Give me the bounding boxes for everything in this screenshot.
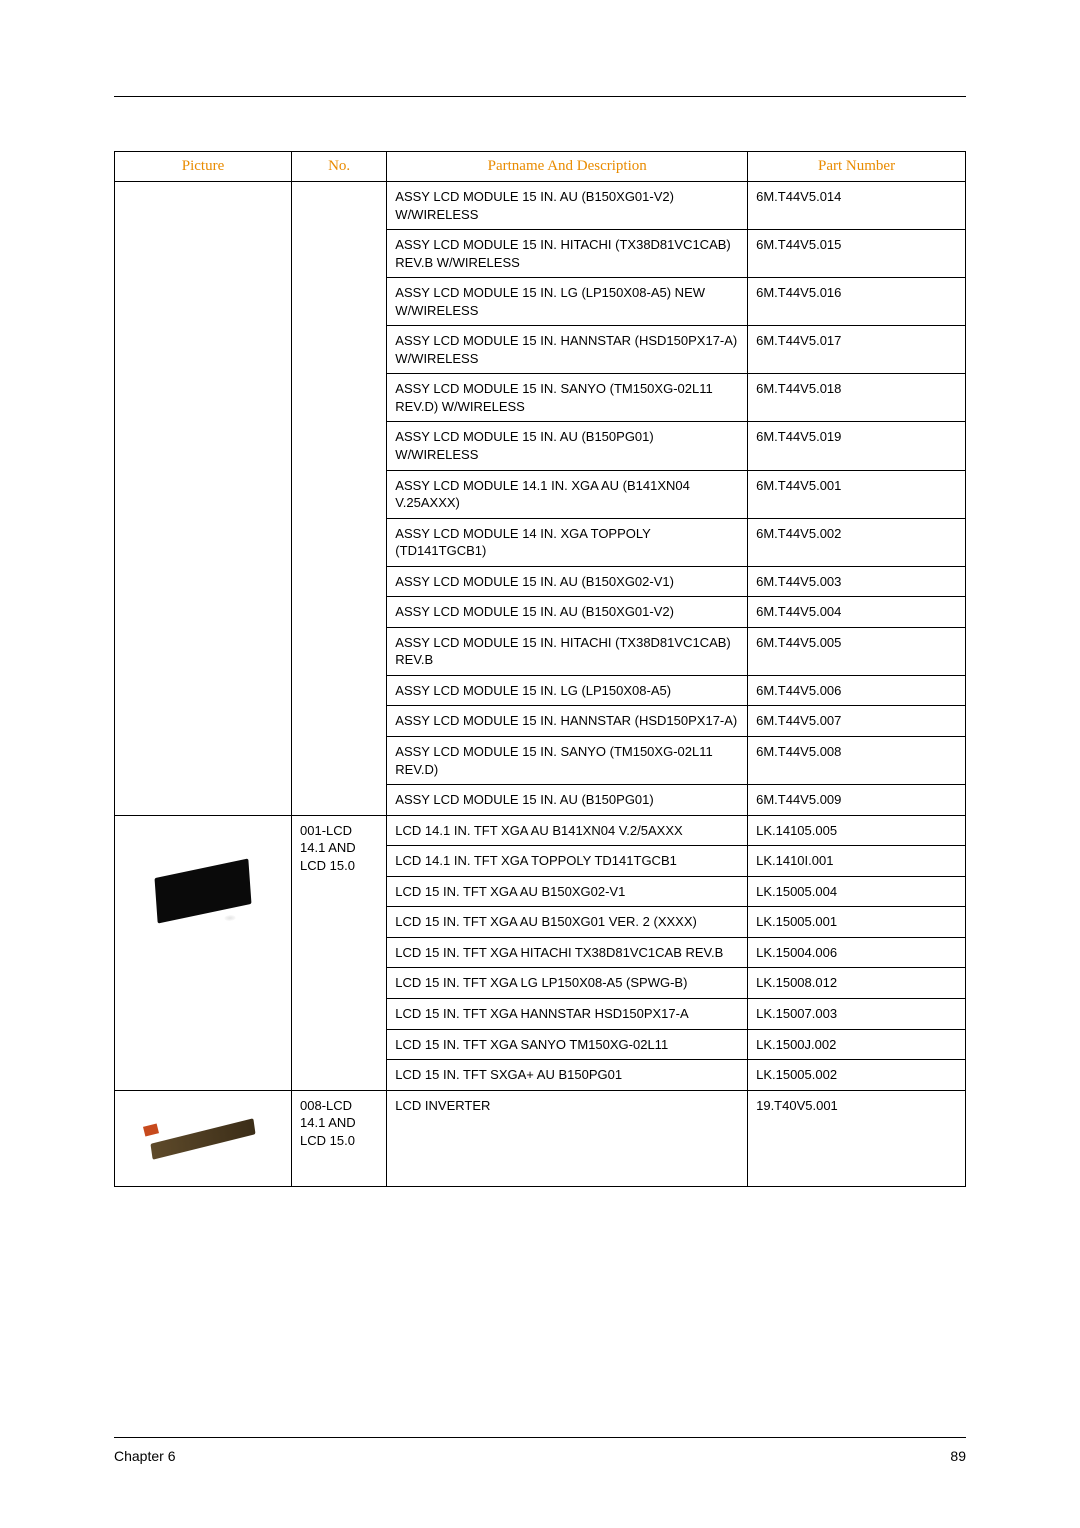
table-cell: LCD 15 IN. TFT XGA HANNSTAR HSD150PX17-A: [387, 998, 748, 1029]
table-cell: LCD 14.1 IN. TFT XGA TOPPOLY TD141TGCB1: [387, 846, 748, 877]
table-cell: 6M.T44V5.016: [748, 278, 966, 326]
table-cell: ASSY LCD MODULE 15 IN. HITACHI (TX38D81V…: [387, 627, 748, 675]
picture-cell-lcd: [115, 815, 292, 1090]
table-cell: LCD 14.1 IN. TFT XGA AU B141XN04 V.2/5AX…: [387, 815, 748, 846]
table-cell: LCD 15 IN. TFT XGA AU B150XG02-V1: [387, 876, 748, 907]
table-cell: 6M.T44V5.003: [748, 566, 966, 597]
lcd-panel-icon: [148, 860, 258, 930]
footer-page-number: 89: [950, 1448, 966, 1464]
table-cell: ASSY LCD MODULE 15 IN. LG (LP150X08-A5) …: [387, 278, 748, 326]
table-cell: 6M.T44V5.017: [748, 326, 966, 374]
table-cell: ASSY LCD MODULE 15 IN. LG (LP150X08-A5): [387, 675, 748, 706]
picture-cell-inverter: [115, 1090, 292, 1186]
table-cell: ASSY LCD MODULE 15 IN. SANYO (TM150XG-02…: [387, 374, 748, 422]
table-cell: LCD 15 IN. TFT SXGA+ AU B150PG01: [387, 1060, 748, 1091]
table-cell: LCD 15 IN. TFT XGA LG LP150X08-A5 (SPWG-…: [387, 968, 748, 999]
table-cell: 6M.T44V5.014: [748, 182, 966, 230]
table-cell: LK.15005.001: [748, 907, 966, 938]
no-cell-001: 001-LCD 14.1 AND LCD 15.0: [292, 815, 387, 1090]
table-cell: 6M.T44V5.005: [748, 627, 966, 675]
table-cell: 6M.T44V5.006: [748, 675, 966, 706]
table-cell: ASSY LCD MODULE 15 IN. AU (B150XG02-V1): [387, 566, 748, 597]
table-cell: 6M.T44V5.001: [748, 470, 966, 518]
top-rule: [114, 96, 966, 97]
table-cell: ASSY LCD MODULE 15 IN. AU (B150XG01-V2): [387, 597, 748, 628]
table-cell: LK.15005.004: [748, 876, 966, 907]
table-cell: LK.1410I.001: [748, 846, 966, 877]
table-cell: 6M.T44V5.018: [748, 374, 966, 422]
table-cell: LK.14105.005: [748, 815, 966, 846]
table-cell: ASSY LCD MODULE 15 IN. HANNSTAR (HSD150P…: [387, 326, 748, 374]
table-cell: LCD INVERTER: [387, 1090, 748, 1186]
inverter-board-icon: [144, 1125, 262, 1159]
table-cell: ASSY LCD MODULE 15 IN. HITACHI (TX38D81V…: [387, 230, 748, 278]
parts-table: Picture No. Partname And Description Par…: [114, 151, 966, 1187]
table-cell: 19.T40V5.001: [748, 1090, 966, 1186]
footer-chapter: Chapter 6: [114, 1448, 175, 1464]
table-cell: ASSY LCD MODULE 15 IN. AU (B150PG01): [387, 785, 748, 816]
footer-rule: [114, 1437, 966, 1438]
header-no: No.: [292, 152, 387, 182]
table-header-row: Picture No. Partname And Description Par…: [115, 152, 966, 182]
no-cell-empty: [292, 182, 387, 816]
table-cell: 6M.T44V5.008: [748, 737, 966, 785]
table-cell: LK.1500J.002: [748, 1029, 966, 1060]
table-cell: 6M.T44V5.004: [748, 597, 966, 628]
table-cell: ASSY LCD MODULE 15 IN. AU (B150XG01-V2) …: [387, 182, 748, 230]
table-cell: 6M.T44V5.019: [748, 422, 966, 470]
table-cell: ASSY LCD MODULE 15 IN. SANYO (TM150XG-02…: [387, 737, 748, 785]
picture-cell-empty: [115, 182, 292, 816]
no-cell-008: 008-LCD 14.1 AND LCD 15.0: [292, 1090, 387, 1186]
table-cell: LK.15007.003: [748, 998, 966, 1029]
table-cell: 6M.T44V5.009: [748, 785, 966, 816]
table-cell: LK.15008.012: [748, 968, 966, 999]
table-cell: ASSY LCD MODULE 15 IN. AU (B150PG01) W/W…: [387, 422, 748, 470]
header-desc: Partname And Description: [387, 152, 748, 182]
table-cell: LCD 15 IN. TFT XGA HITACHI TX38D81VC1CAB…: [387, 937, 748, 968]
page-footer: Chapter 6 89: [114, 1437, 966, 1464]
table-row: 008-LCD 14.1 AND LCD 15.0LCD INVERTER19.…: [115, 1090, 966, 1186]
table-cell: 6M.T44V5.002: [748, 518, 966, 566]
table-cell: LK.15005.002: [748, 1060, 966, 1091]
table-cell: LCD 15 IN. TFT XGA SANYO TM150XG-02L11: [387, 1029, 748, 1060]
table-row: 001-LCD 14.1 AND LCD 15.0LCD 14.1 IN. TF…: [115, 815, 966, 846]
table-cell: ASSY LCD MODULE 14.1 IN. XGA AU (B141XN0…: [387, 470, 748, 518]
table-cell: ASSY LCD MODULE 15 IN. HANNSTAR (HSD150P…: [387, 706, 748, 737]
table-cell: ASSY LCD MODULE 14 IN. XGA TOPPOLY (TD14…: [387, 518, 748, 566]
table-row: ASSY LCD MODULE 15 IN. AU (B150XG01-V2) …: [115, 182, 966, 230]
table-cell: LCD 15 IN. TFT XGA AU B150XG01 VER. 2 (X…: [387, 907, 748, 938]
header-picture: Picture: [115, 152, 292, 182]
table-cell: 6M.T44V5.015: [748, 230, 966, 278]
table-cell: LK.15004.006: [748, 937, 966, 968]
table-cell: 6M.T44V5.007: [748, 706, 966, 737]
table-body: ASSY LCD MODULE 15 IN. AU (B150XG01-V2) …: [115, 182, 966, 1187]
header-part: Part Number: [748, 152, 966, 182]
